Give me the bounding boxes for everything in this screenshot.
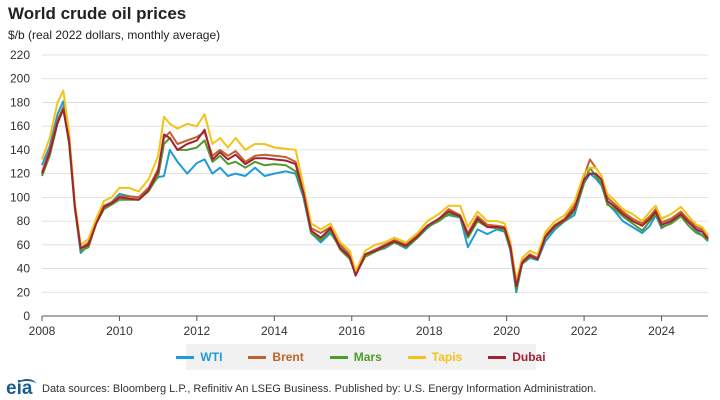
y-tick-label: 40 <box>17 262 31 276</box>
y-tick-label: 0 <box>23 309 30 323</box>
x-tick-label: 2010 <box>106 324 133 338</box>
series-lines <box>41 89 709 294</box>
x-tick-label: 2016 <box>338 324 365 338</box>
x-tick-label: 2018 <box>416 324 443 338</box>
x-tick-label: 2022 <box>571 324 598 338</box>
legend-swatch <box>176 355 195 359</box>
y-tick-label: 100 <box>10 190 30 204</box>
y-tick-label: 180 <box>10 95 30 109</box>
y-tick-label: 60 <box>17 238 31 252</box>
series-line-dubai <box>41 108 709 288</box>
legend-swatch <box>329 355 348 359</box>
eia-logo-arc-icon <box>18 379 36 389</box>
x-tick-label: 2014 <box>261 324 288 338</box>
y-tick-label: 220 <box>10 48 30 62</box>
y-tick-label: 140 <box>10 143 30 157</box>
y-tick-label: 20 <box>17 285 31 299</box>
legend-label: Dubai <box>512 350 546 364</box>
eia-logo: eia <box>6 378 33 399</box>
gridlines <box>42 54 708 317</box>
y-tick-label: 200 <box>10 72 30 86</box>
chart-subtitle: $/b (real 2022 dollars, monthly average) <box>8 28 221 42</box>
legend-label: Brent <box>272 350 304 364</box>
legend-swatch <box>248 355 267 359</box>
legend-swatch <box>407 355 426 359</box>
legend-item-wti: WTI <box>176 350 222 364</box>
x-tick-label: 2008 <box>29 324 56 338</box>
x-tick-label: 2024 <box>648 324 675 338</box>
x-tick-label: 2012 <box>184 324 211 338</box>
legend: WTI Brent Mars Tapis Dubai <box>176 344 546 370</box>
y-tick-label: 80 <box>17 214 31 228</box>
footer: eia Data sources: Bloomberg L.P., Refini… <box>0 378 720 400</box>
series-line-tapis <box>41 89 709 282</box>
y-tick-label: 160 <box>10 119 30 133</box>
chart-title: World crude oil prices <box>8 4 187 23</box>
legend-item-brent: Brent <box>248 350 304 364</box>
legend-label: Mars <box>353 350 382 364</box>
legend-item-dubai: Dubai <box>488 350 546 364</box>
source-note: Data sources: Bloomberg L.P., Refinitiv … <box>42 383 597 395</box>
y-tick-label: 120 <box>10 167 30 181</box>
legend-item-tapis: Tapis <box>407 350 463 364</box>
legend-swatch <box>488 355 507 359</box>
legend-item-mars: Mars <box>329 350 382 364</box>
y-axis-ticks: 0 20 40 60 80 100 120 140 160 180 200 220 <box>10 48 30 323</box>
legend-label: WTI <box>200 350 223 364</box>
legend-label: Tapis <box>431 350 463 364</box>
x-axis-ticks: 2008 2010 2012 2014 2016 2018 2020 2022 2024 <box>29 316 675 338</box>
x-tick-label: 2020 <box>493 324 520 338</box>
